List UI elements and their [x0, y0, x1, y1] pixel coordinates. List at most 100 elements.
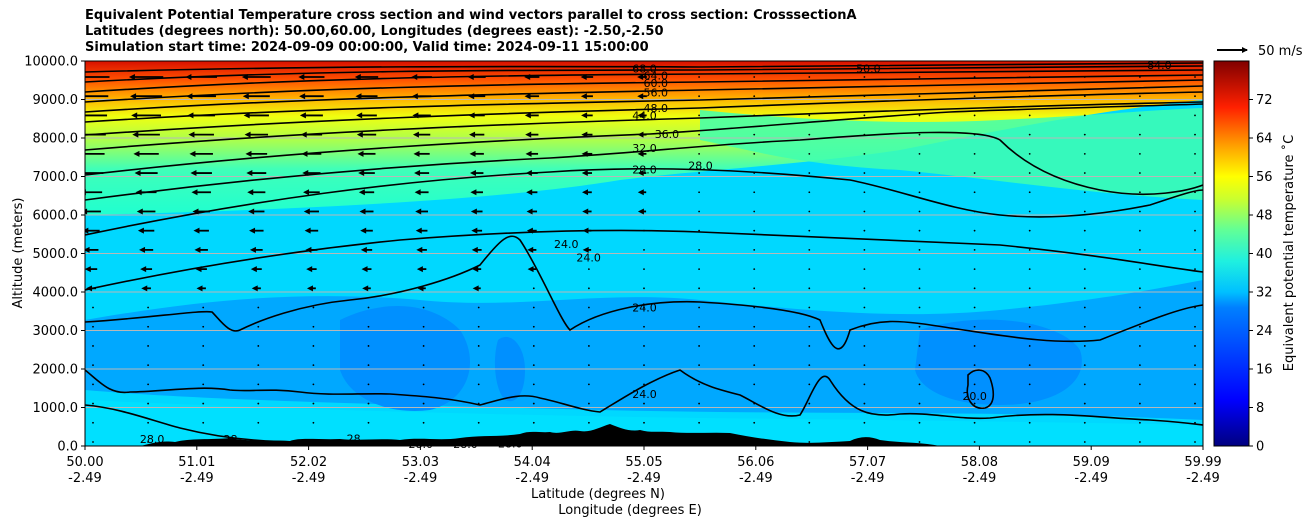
contour-label: 28.0 — [498, 438, 523, 451]
wind-vector — [532, 325, 535, 328]
wind-vector-head — [582, 246, 589, 253]
wind-vector — [1194, 421, 1196, 424]
wind-vector-head — [417, 285, 424, 292]
y-axis-label: Altitude (meters) — [11, 198, 26, 309]
wind-vector — [753, 383, 756, 386]
contour-line — [85, 91, 1203, 136]
wind-vector — [1139, 287, 1141, 290]
wind-vector — [257, 364, 260, 367]
contour-label: 24.0 — [632, 301, 657, 314]
wind-vector — [1028, 441, 1031, 443]
wind-vector — [973, 268, 976, 271]
wind-vector — [588, 441, 590, 443]
wind-vector — [643, 345, 645, 347]
wind-vector — [1083, 287, 1086, 290]
wind-vector — [808, 229, 811, 232]
wind-vector — [643, 441, 645, 443]
wind-vector — [698, 383, 700, 386]
wind-vector — [973, 421, 976, 424]
wind-vector — [147, 364, 150, 367]
wind-vector — [808, 268, 811, 271]
wind-vector — [643, 421, 645, 424]
wind-vector — [202, 383, 205, 386]
wind-vector — [422, 421, 425, 424]
wind-vector — [532, 402, 535, 405]
wind-vector — [753, 191, 756, 194]
wind-vector — [202, 402, 205, 405]
colorbar-tick-label: 16 — [1256, 363, 1273, 378]
chart-title-line-2: Latitudes (degrees north): 50.00,60.00, … — [85, 24, 664, 39]
wind-vector — [863, 421, 866, 424]
x-tick-label: 55.05 — [625, 455, 662, 470]
wind-vector-head — [469, 150, 476, 157]
wind-vector — [1028, 364, 1031, 367]
wind-vector — [973, 345, 976, 347]
wind-vector — [863, 383, 866, 386]
wind-vector — [863, 152, 866, 155]
wind-vector — [367, 325, 370, 328]
wind-vector-head — [134, 170, 141, 177]
wind-vector — [863, 248, 866, 251]
wind-vector — [202, 441, 205, 443]
wind-vector — [92, 383, 94, 386]
wind-vector — [1139, 421, 1141, 424]
wind-vector — [808, 402, 811, 405]
contour-label: 28 — [223, 433, 237, 446]
wind-vector — [312, 364, 315, 367]
wind-vector — [643, 364, 645, 367]
contour-line — [85, 404, 301, 443]
wind-vector — [753, 421, 756, 424]
contour-label: 84.0 — [1147, 59, 1172, 72]
x-tick-label-lon: -2.49 — [404, 471, 438, 486]
wind-vector-head — [637, 189, 644, 196]
wind-vector — [532, 306, 535, 309]
wind-vector-head — [414, 170, 421, 177]
wind-vector — [1194, 441, 1196, 443]
wind-vector — [1139, 133, 1141, 136]
x-axis-label: Latitude (degrees N) — [531, 487, 665, 502]
wind-vector — [698, 114, 700, 117]
wind-vector — [312, 383, 315, 386]
wind-vector-head — [301, 150, 308, 157]
wind-vector — [918, 402, 921, 405]
y-tick-label: 9000.0 — [33, 93, 79, 108]
y-tick-label: 0.0 — [57, 440, 78, 455]
wind-vector-head — [188, 131, 195, 138]
wind-vector — [257, 421, 260, 424]
gridlines — [85, 99, 1203, 408]
wind-vector — [367, 441, 370, 443]
wind-vector — [1194, 191, 1196, 194]
wind-vector-head — [526, 227, 533, 234]
x-tick-label-lon: -2.49 — [963, 471, 997, 486]
wind-vector — [147, 325, 150, 328]
wind-vector — [147, 421, 150, 424]
wind-vector — [698, 248, 700, 251]
contour-label: 44.0 — [632, 110, 657, 123]
wind-vector-head — [85, 208, 88, 215]
wind-vector-head — [187, 112, 194, 119]
wind-vector — [753, 172, 756, 174]
wind-vector — [147, 402, 150, 405]
wind-vector — [422, 364, 425, 367]
x-tick-label-lon: -2.49 — [627, 471, 661, 486]
wind-vector — [202, 364, 205, 367]
wind-vector — [588, 345, 590, 347]
wind-vector-head — [357, 150, 364, 157]
wind-vector-head — [86, 285, 93, 292]
wind-vector — [808, 345, 811, 347]
wind-vector — [532, 441, 535, 443]
wind-vector-head — [195, 266, 202, 273]
wind-vector-head — [358, 189, 365, 196]
wind-vector-head — [304, 227, 311, 234]
wind-vector — [863, 364, 866, 367]
wind-vector — [257, 441, 260, 443]
wind-vector-head — [241, 74, 248, 80]
wind-vector — [698, 402, 700, 405]
wind-vector-head — [356, 131, 363, 138]
wind-vector-head — [525, 150, 532, 157]
wind-vector-head — [361, 266, 368, 273]
wind-vector — [477, 306, 480, 309]
y-tick-label: 5000.0 — [33, 247, 79, 262]
wind-vector — [973, 210, 976, 213]
wind-vector-head — [472, 285, 479, 292]
